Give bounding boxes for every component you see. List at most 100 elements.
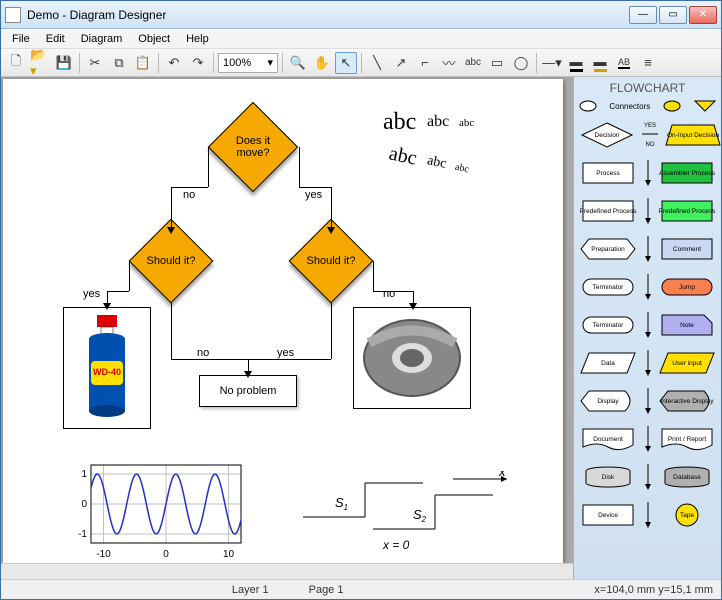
window-title: Demo - Diagram Designer xyxy=(27,8,629,22)
connector-arrow-icon xyxy=(642,424,654,454)
text-sample[interactable]: abc xyxy=(383,109,416,136)
undo-button[interactable]: ↶ xyxy=(163,52,185,74)
edge-label: no xyxy=(197,347,209,359)
select-tool[interactable]: ↖ xyxy=(335,52,357,74)
svg-text:Process: Process xyxy=(596,170,620,177)
fillcolor-button[interactable]: ▬ xyxy=(589,52,611,74)
palette-shape[interactable]: Jump xyxy=(657,271,717,303)
svg-text:Disk: Disk xyxy=(602,474,615,481)
palette-shape[interactable]: Data xyxy=(578,347,638,379)
process-node[interactable]: No problem xyxy=(199,375,297,407)
maximize-button[interactable]: ▭ xyxy=(659,6,687,24)
linecolor-button[interactable]: ▬ xyxy=(565,52,587,74)
status-coords: x=104,0 mm y=15,1 mm xyxy=(574,584,721,596)
svg-text:Preparation: Preparation xyxy=(591,246,625,253)
palette-shape[interactable]: Note xyxy=(657,309,717,341)
curve-tool[interactable]: 〰 xyxy=(438,52,460,74)
svg-text:Document: Document xyxy=(593,436,623,443)
minimize-button[interactable]: — xyxy=(629,6,657,24)
cut-button[interactable]: ✂ xyxy=(84,52,106,74)
linestyle-button[interactable]: —▾ xyxy=(541,52,563,74)
menu-diagram[interactable]: Diagram xyxy=(74,31,130,47)
menu-edit[interactable]: Edit xyxy=(39,31,72,47)
palette-shape[interactable]: Device xyxy=(578,499,638,531)
palette-shape[interactable]: Predefined Process xyxy=(578,195,638,227)
palette-shape[interactable]: Tape xyxy=(657,499,717,531)
arrow-tool[interactable]: ↗ xyxy=(390,52,412,74)
edge-label: no xyxy=(383,288,395,300)
palette-shape[interactable]: User input xyxy=(657,347,717,379)
copy-button[interactable]: ⧉ xyxy=(108,52,130,74)
palette-shape[interactable]: Decision xyxy=(578,119,636,151)
svg-text:Terminator: Terminator xyxy=(593,322,625,329)
svg-text:Data: Data xyxy=(601,360,615,367)
connector-arrow-icon xyxy=(642,386,654,416)
step-plot[interactable]: S1S2xx = 0 xyxy=(303,471,513,551)
decision-node[interactable]: Does itmove? xyxy=(208,102,299,193)
save-button[interactable]: 💾 xyxy=(53,52,75,74)
svg-text:-10: -10 xyxy=(96,549,111,559)
connector-arrow-icon xyxy=(642,500,654,530)
image-node[interactable]: WD-40 xyxy=(63,307,151,429)
redo-button[interactable]: ↷ xyxy=(187,52,209,74)
zoom-tool[interactable]: 🔍 xyxy=(287,52,309,74)
palette-shape[interactable]: Database xyxy=(657,461,717,493)
connector-arrow-icon xyxy=(642,196,654,226)
sine-plot[interactable]: -10010-101 xyxy=(67,459,247,559)
palette-shape[interactable]: Disk xyxy=(578,461,638,493)
menu-object[interactable]: Object xyxy=(131,31,177,47)
svg-text:-1: -1 xyxy=(78,529,87,540)
palette-shape[interactable]: Document xyxy=(578,423,638,455)
palette-shape[interactable]: Comment xyxy=(657,233,717,265)
svg-text:Predefined Process: Predefined Process xyxy=(659,208,716,215)
new-button[interactable]: 🗋 xyxy=(5,52,27,74)
palette-shape[interactable]: Predefined Process xyxy=(657,195,717,227)
horizontal-scrollbar[interactable] xyxy=(1,563,573,579)
palette-shape[interactable]: Process xyxy=(578,157,638,189)
paste-button[interactable]: 📋 xyxy=(132,52,154,74)
connector-tool[interactable]: ⌐ xyxy=(414,52,436,74)
svg-text:User input: User input xyxy=(672,360,702,367)
palette: FLOWCHART ConnectorsDecisionYESNOOn-Inpu… xyxy=(573,77,721,579)
text-sample[interactable]: abc xyxy=(427,113,449,131)
svg-text:Tape: Tape xyxy=(680,512,694,519)
svg-text:Print / Report: Print / Report xyxy=(668,436,706,443)
text-sample[interactable]: abc xyxy=(426,153,448,173)
edge-label: yes xyxy=(277,347,294,359)
svg-text:Terminator: Terminator xyxy=(593,284,625,291)
menu-help[interactable]: Help xyxy=(179,31,216,47)
rect-tool[interactable]: ▭ xyxy=(486,52,508,74)
svg-text:Note: Note xyxy=(680,322,694,329)
menu-file[interactable]: File xyxy=(5,31,37,47)
palette-shape[interactable]: Assembler Process xyxy=(657,157,717,189)
canvas[interactable]: Does itmove?Should it?Should it?No probl… xyxy=(3,79,563,563)
palette-shape[interactable]: Preparation xyxy=(578,233,638,265)
palette-shape[interactable]: Terminator xyxy=(578,309,638,341)
svg-text:x: x xyxy=(498,471,506,479)
svg-text:Device: Device xyxy=(598,512,618,519)
line-tool[interactable]: ╲ xyxy=(366,52,388,74)
text-sample[interactable]: abc xyxy=(459,117,474,129)
align-button[interactable]: ≡ xyxy=(637,52,659,74)
edge-label: no xyxy=(183,189,195,201)
zoom-combo[interactable]: 100%▾ xyxy=(218,53,278,73)
text-sample[interactable]: abc xyxy=(387,142,419,170)
edge-label: yes xyxy=(83,288,100,300)
textcolor-button[interactable]: AB xyxy=(613,52,635,74)
open-button[interactable]: 📂▾ xyxy=(29,52,51,74)
pan-tool[interactable]: ✋ xyxy=(311,52,333,74)
text-tool[interactable]: abc xyxy=(462,52,484,74)
palette-shape[interactable]: Display xyxy=(578,385,638,417)
image-node[interactable] xyxy=(353,307,471,409)
titlebar: Demo - Diagram Designer — ▭ ✕ xyxy=(1,1,721,29)
edge-label: yes xyxy=(305,189,322,201)
text-sample[interactable]: abc xyxy=(454,162,470,176)
status-layer: Layer 1 xyxy=(212,584,289,596)
close-button[interactable]: ✕ xyxy=(689,6,717,24)
palette-shape[interactable]: Terminator xyxy=(578,271,638,303)
palette-shape[interactable]: On-Input Decision xyxy=(664,119,721,151)
palette-shape[interactable]: Interactive Display xyxy=(657,385,717,417)
ellipse-tool[interactable]: ◯ xyxy=(510,52,532,74)
palette-shape[interactable]: Print / Report xyxy=(657,423,717,455)
svg-text:1: 1 xyxy=(81,469,87,480)
